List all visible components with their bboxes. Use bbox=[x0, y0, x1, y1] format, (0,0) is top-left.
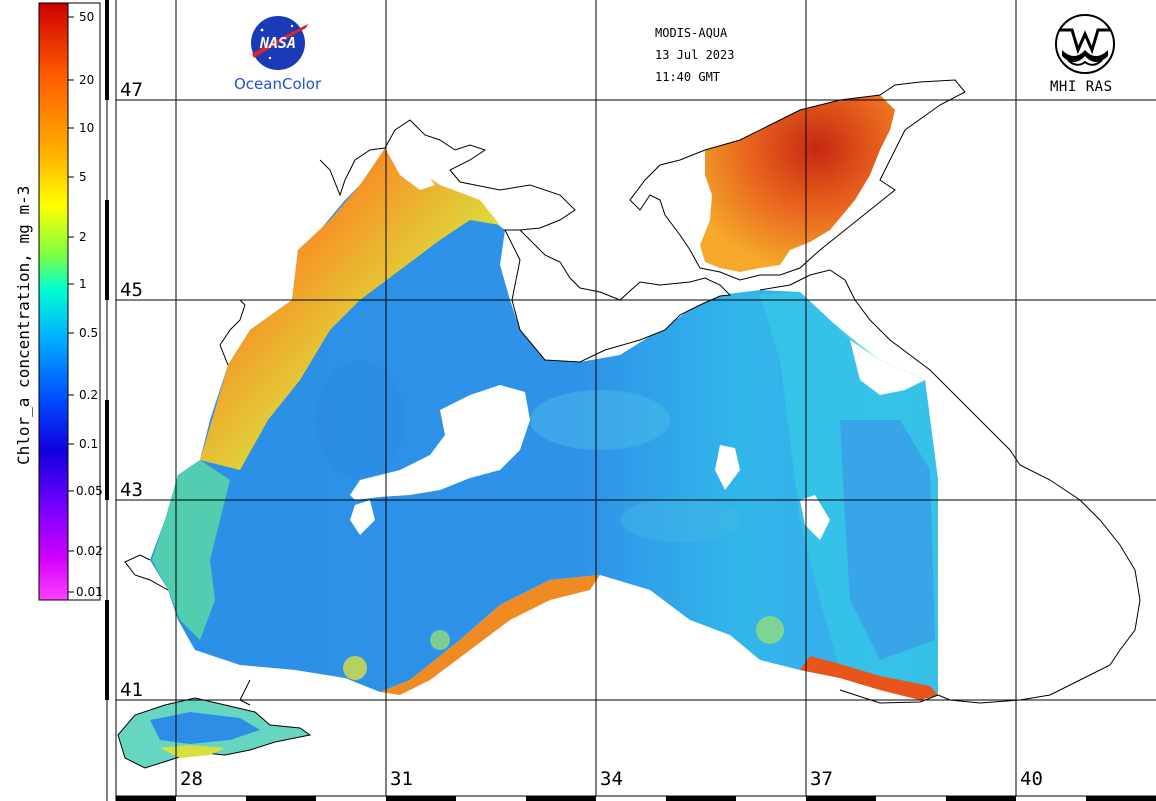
latitude-label-47: 47 bbox=[120, 79, 143, 101]
latitude-label-45: 45 bbox=[120, 279, 143, 301]
colorbar-tick-50: 50 bbox=[79, 10, 94, 24]
colorbar-tick-5: 5 bbox=[79, 170, 87, 184]
colorbar-tick-0.2: 0.2 bbox=[79, 388, 98, 402]
azov-sea bbox=[629, 79, 966, 281]
crimea-peninsula bbox=[504, 229, 732, 363]
longitude-label-34: 34 bbox=[600, 768, 623, 790]
colorbar-tick-0.02: 0.02 bbox=[76, 544, 103, 558]
colorbar-tick-0.1: 0.1 bbox=[79, 437, 98, 451]
colorbar-tick-20: 20 bbox=[79, 73, 94, 87]
coastline bbox=[124, 119, 1141, 706]
colorbar-tick-1: 1 bbox=[79, 277, 87, 291]
acquisition-date: 13 Jul 2023 bbox=[655, 48, 735, 62]
mhi-ras-emblem-icon bbox=[1055, 14, 1115, 74]
colorbar-tick-10: 10 bbox=[79, 121, 94, 135]
longitude-label-40: 40 bbox=[1020, 768, 1043, 790]
bottom-scale-bar bbox=[116, 795, 1156, 801]
left-scale-bar bbox=[105, 0, 117, 801]
nasa-wordmark: NASA bbox=[259, 34, 296, 52]
mhi-ras-label: MHI RAS bbox=[1050, 79, 1113, 95]
colorbar-scale: 50 20 10 5 2 1 0.5 0.2 0.1 0.05 0.02 0.0… bbox=[67, 2, 103, 601]
colorbar-tick-0.01: 0.01 bbox=[76, 585, 103, 599]
latitude-label-41: 41 bbox=[120, 679, 143, 701]
colorbar-tick-2: 2 bbox=[79, 230, 87, 244]
cloud-mask bbox=[350, 148, 925, 540]
black-sea-chlorophyll-field bbox=[150, 148, 938, 700]
nasa-meatball-icon: NASA bbox=[251, 16, 308, 70]
colorbar-tick-0.05: 0.05 bbox=[76, 484, 103, 498]
colorbar-gradient bbox=[38, 2, 69, 601]
oceancolor-label: OceanColor bbox=[234, 75, 322, 93]
acquisition-time: 11:40 GMT bbox=[655, 70, 721, 84]
longitude-label-31: 31 bbox=[390, 768, 413, 790]
longitude-label-37: 37 bbox=[810, 768, 833, 790]
colorbar-title: Chlor_a concentration, mg m-3 bbox=[14, 185, 33, 465]
latitude-label-43: 43 bbox=[120, 479, 143, 501]
colorbar-tick-0.5: 0.5 bbox=[79, 326, 98, 340]
longitude-label-28: 28 bbox=[180, 768, 203, 790]
acquisition-info: MODIS-AQUA 13 Jul 2023 11:40 GMT bbox=[655, 22, 734, 88]
marmara-sea bbox=[117, 697, 312, 769]
graticule bbox=[116, 0, 1156, 796]
sensor-name: MODIS-AQUA bbox=[655, 26, 728, 40]
